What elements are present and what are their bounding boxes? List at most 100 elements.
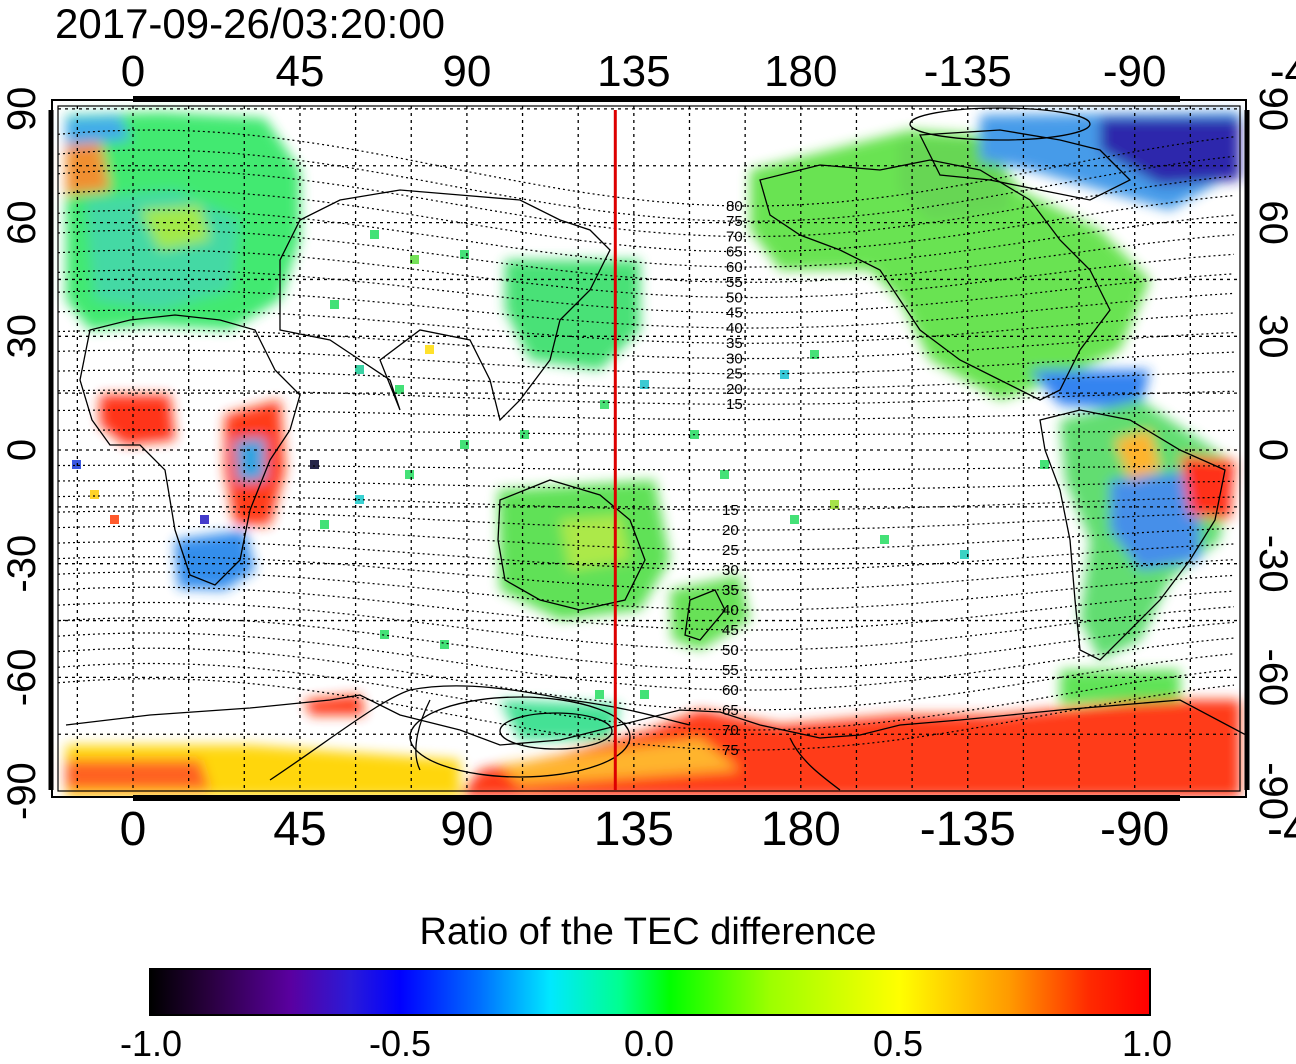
colorbar bbox=[149, 968, 1151, 1016]
longitude-tick-label: 135 bbox=[597, 47, 670, 96]
latitude-tick-label: 90 bbox=[0, 87, 44, 131]
contour-label: 50 bbox=[726, 289, 743, 306]
longitude-tick-label: 45 bbox=[273, 803, 326, 856]
contour-line bbox=[57, 647, 1235, 711]
contour-label: 70 bbox=[722, 722, 739, 739]
contour-line bbox=[57, 662, 1235, 731]
left-latitude-ticks: 90 60 30 0 -30 -60 -90 bbox=[0, 87, 44, 820]
lat-lon-grid bbox=[58, 106, 1240, 791]
colorbar-tick-label: 0.5 bbox=[872, 1023, 924, 1064]
tec-map: 8075706560555045403530252015152025303540… bbox=[0, 47, 1296, 856]
contour-line bbox=[57, 229, 1235, 283]
contour-label: 25 bbox=[722, 542, 739, 559]
contour-line bbox=[57, 129, 1235, 207]
contour-label: 65 bbox=[722, 702, 739, 719]
contour-label: 20 bbox=[722, 522, 739, 539]
contour-labels: 8075706560555045403530252015152025303540… bbox=[722, 198, 743, 759]
latitude-tick-label: -30 bbox=[1251, 535, 1295, 593]
colorbar-tick-label: -1.0 bbox=[119, 1023, 183, 1064]
contour-label: 80 bbox=[726, 198, 743, 215]
right-latitude-ticks: 90 60 30 0 -30 -60 -90 bbox=[1251, 87, 1295, 820]
contour-line bbox=[57, 495, 1235, 511]
contour-line bbox=[57, 169, 1235, 238]
colorbar-tick-label: 0.0 bbox=[623, 1023, 675, 1064]
contour-line bbox=[57, 409, 1235, 421]
longitude-tick-label: 0 bbox=[121, 47, 145, 96]
tec-data-field bbox=[66, 112, 1240, 797]
latitude-tick-label: 0 bbox=[1251, 439, 1295, 461]
contour-line bbox=[57, 556, 1235, 591]
contour-label: 75 bbox=[722, 742, 739, 759]
top-longitude-ticks: 0 45 90 135 180 -135 -90 -45 bbox=[121, 47, 1296, 96]
longitude-tick-label: 45 bbox=[275, 47, 324, 96]
contour-line bbox=[57, 249, 1235, 299]
contour-label: 40 bbox=[722, 602, 739, 619]
bottom-longitude-ticks: 0 45 90 135 180 -135 -90 -45 bbox=[120, 803, 1296, 856]
contour-line bbox=[57, 632, 1235, 691]
latitude-tick-label: 60 bbox=[0, 200, 44, 245]
contour-line bbox=[57, 678, 1235, 751]
contour-line bbox=[57, 189, 1235, 253]
contour-label: 35 bbox=[726, 335, 743, 352]
latitude-tick-label: 0 bbox=[0, 439, 44, 461]
contour-line bbox=[58, 464, 1235, 471]
map-title: 2017-09-26/03:20:00 bbox=[55, 0, 445, 47]
contour-line bbox=[57, 601, 1235, 651]
colorbar-tick-label: 1.0 bbox=[1121, 1023, 1173, 1064]
longitude-tick-label: -135 bbox=[924, 47, 1012, 96]
contour-line bbox=[57, 389, 1235, 405]
contour-label: 30 bbox=[726, 350, 743, 367]
longitude-tick-label: 90 bbox=[442, 47, 491, 96]
contour-line bbox=[57, 349, 1235, 375]
contour-label: 70 bbox=[726, 228, 743, 245]
colorbar-title: Ratio of the TEC difference bbox=[419, 911, 877, 953]
contour-line bbox=[57, 269, 1235, 314]
longitude-tick-label: -135 bbox=[920, 803, 1016, 856]
contour-line bbox=[57, 289, 1235, 329]
contour-label: 50 bbox=[722, 642, 739, 659]
plot-inner-frame bbox=[57, 105, 1241, 792]
contour-line bbox=[57, 369, 1235, 390]
longitude-tick-label: -45 bbox=[1270, 47, 1296, 96]
latitude-tick-label: -90 bbox=[0, 762, 44, 820]
contour-label: 55 bbox=[726, 274, 743, 291]
contour-label: 15 bbox=[726, 396, 743, 413]
latitude-tick-label: -60 bbox=[0, 648, 44, 706]
contour-label: 45 bbox=[722, 622, 739, 639]
latitude-tick-label: 60 bbox=[1251, 200, 1295, 245]
latitude-tick-label: -90 bbox=[1251, 762, 1295, 820]
latitude-tick-label: 30 bbox=[1251, 314, 1295, 359]
longitude-tick-label: -90 bbox=[1103, 47, 1167, 96]
longitude-tick-label: -90 bbox=[1100, 803, 1169, 856]
contour-line bbox=[57, 209, 1235, 268]
contour-line bbox=[57, 540, 1235, 571]
contour-label: 30 bbox=[722, 562, 739, 579]
contour-label: 15 bbox=[722, 502, 739, 519]
contour-line bbox=[57, 510, 1235, 531]
contour-label: 25 bbox=[726, 366, 743, 383]
contour-line bbox=[57, 586, 1235, 631]
longitude-tick-label: -45 bbox=[1267, 803, 1296, 856]
contour-label: 60 bbox=[726, 259, 743, 276]
contour-line bbox=[57, 149, 1235, 222]
contour-label: 75 bbox=[726, 213, 743, 230]
contour-label: 40 bbox=[726, 320, 743, 337]
contour-line bbox=[57, 309, 1235, 344]
contour-line bbox=[57, 329, 1235, 360]
contour-label: 20 bbox=[726, 381, 743, 398]
contour-line bbox=[57, 429, 1235, 436]
colorbar-tick-label: -0.5 bbox=[368, 1023, 432, 1064]
contour-label: 35 bbox=[722, 582, 739, 599]
contour-label: 45 bbox=[726, 305, 743, 322]
latitude-tick-label: -60 bbox=[1251, 648, 1295, 706]
latitude-tick-label: -30 bbox=[0, 535, 44, 593]
contour-line bbox=[57, 617, 1235, 671]
contour-line bbox=[57, 525, 1235, 551]
latitude-tick-label: 30 bbox=[0, 314, 44, 359]
longitude-tick-label: 135 bbox=[594, 803, 674, 856]
longitude-tick-label: 180 bbox=[764, 47, 837, 96]
magnetic-latitude-contours bbox=[57, 129, 1235, 751]
longitude-tick-label: 90 bbox=[440, 803, 493, 856]
contour-label: 55 bbox=[722, 662, 739, 679]
longitude-tick-label: 180 bbox=[761, 803, 841, 856]
